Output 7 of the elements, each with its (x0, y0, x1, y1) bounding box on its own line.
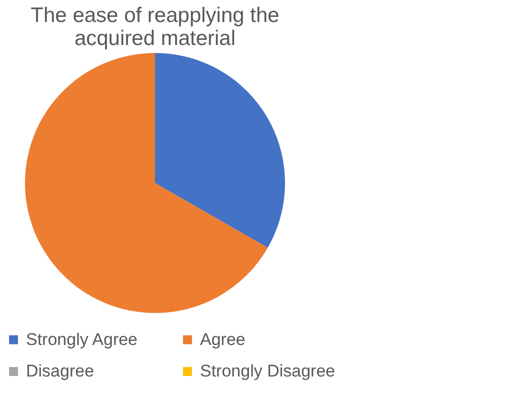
pie-slice (25, 53, 268, 313)
legend-label: Strongly Agree (26, 330, 138, 349)
legend-label: Disagree (26, 362, 94, 380)
chart-title: The ease of reapplying the acquired material (30, 4, 280, 50)
legend-label: Agree (200, 330, 246, 349)
pie-slice (155, 53, 285, 248)
legend-label: Strongly Disagree (200, 362, 336, 380)
